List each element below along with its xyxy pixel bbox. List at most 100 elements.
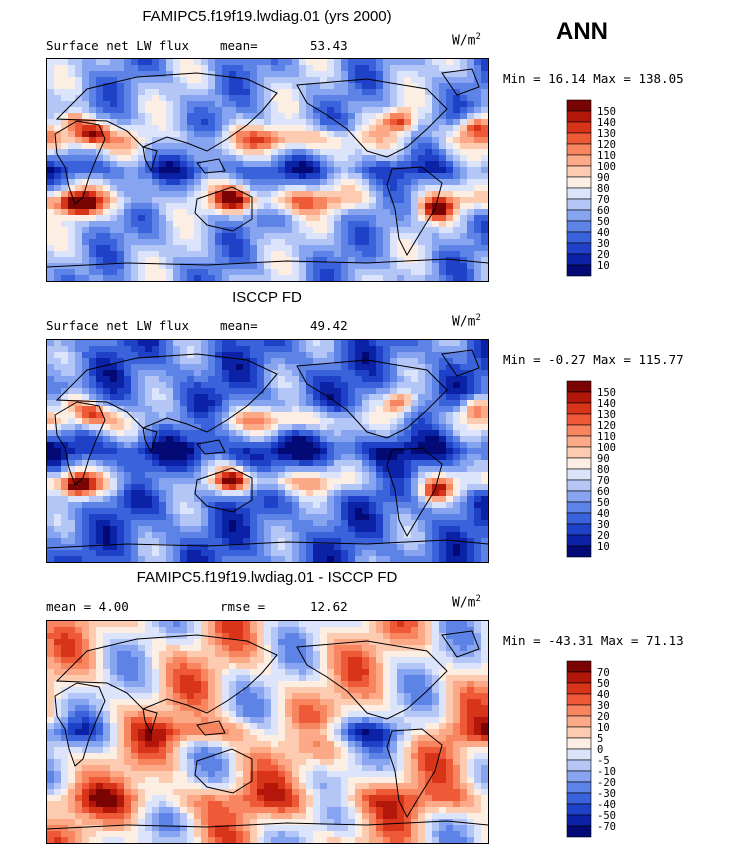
contour-cell — [243, 556, 251, 562]
contour-cell — [208, 418, 216, 425]
contour-cell — [201, 257, 209, 264]
contour-cell — [243, 520, 251, 527]
contour-cell — [341, 239, 349, 246]
contour-cell — [222, 639, 230, 646]
contour-cell — [425, 490, 433, 497]
contour-cell — [222, 448, 230, 455]
contour-cell — [131, 251, 139, 258]
contour-cell — [194, 185, 202, 192]
contour-cell — [75, 520, 83, 527]
contour-cell — [369, 621, 377, 628]
contour-cell — [348, 472, 356, 479]
contour-cell — [460, 430, 468, 437]
contour-cell — [103, 478, 111, 485]
contour-cell — [194, 508, 202, 515]
contour-cell — [327, 227, 335, 234]
minmax-label: Min = 16.14 Max = 138.05 — [503, 71, 684, 86]
contour-cell — [117, 352, 125, 359]
contour-cell — [327, 388, 335, 395]
contour-cell — [292, 185, 300, 192]
contour-cell — [467, 167, 475, 174]
contour-cell — [75, 209, 83, 216]
contour-cell — [47, 448, 55, 455]
contour-cell — [257, 95, 265, 102]
contour-cell — [376, 71, 384, 78]
contour-cell — [467, 143, 475, 150]
contour-cell — [215, 412, 223, 419]
contour-cell — [453, 550, 461, 557]
contour-cell — [159, 149, 167, 156]
contour-cell — [243, 257, 251, 264]
contour-cell — [432, 125, 440, 132]
contour-cell — [348, 532, 356, 539]
contour-cell — [313, 436, 321, 443]
contour-cell — [110, 556, 118, 562]
contour-cell — [481, 161, 488, 168]
contour-cell — [201, 544, 209, 551]
contour-cell — [306, 627, 314, 634]
contour-cell — [117, 478, 125, 485]
contour-cell — [166, 520, 174, 527]
contour-cell — [404, 400, 412, 407]
contour-cell — [187, 185, 195, 192]
contour-cell — [138, 239, 146, 246]
contour-cell — [418, 484, 426, 491]
contour-cell — [292, 209, 300, 216]
contour-cell — [390, 257, 398, 264]
contour-cell — [285, 544, 293, 551]
contour-cell — [271, 203, 279, 210]
contour-cell — [383, 556, 391, 562]
contour-cell — [152, 424, 160, 431]
contour-cell — [425, 59, 433, 66]
contour-cell — [404, 412, 412, 419]
contour-cell — [453, 621, 461, 628]
contour-cell — [215, 179, 223, 186]
contour-cell — [250, 233, 258, 240]
contour-cell — [208, 83, 216, 90]
contour-cell — [460, 143, 468, 150]
contour-cell — [187, 251, 195, 258]
contour-cell — [61, 388, 69, 395]
contour-cell — [390, 340, 398, 347]
contour-cell — [152, 430, 160, 437]
contour-cell — [474, 119, 482, 126]
contour-cell — [117, 532, 125, 539]
contour-cell — [138, 215, 146, 222]
contour-cell — [397, 101, 405, 108]
contour-cell — [208, 538, 216, 545]
contour-cell — [124, 340, 132, 347]
contour-cell — [117, 59, 125, 66]
contour-cell — [306, 484, 314, 491]
contour-cell — [467, 137, 475, 144]
contour-cell — [61, 209, 69, 216]
contour-cell — [194, 526, 202, 533]
contour-cell — [208, 239, 216, 246]
contour-cell — [341, 442, 349, 449]
contour-cell — [96, 346, 104, 353]
contour-cell — [383, 412, 391, 419]
contour-cell — [257, 382, 265, 389]
contour-cell — [138, 149, 146, 156]
contour-cell — [187, 544, 195, 551]
contour-cell — [236, 490, 244, 497]
contour-cell — [411, 478, 419, 485]
contour-cell — [453, 149, 461, 156]
contour-cell — [411, 633, 419, 640]
contour-cell — [460, 101, 468, 108]
contour-cell — [362, 131, 370, 138]
colorbar-tick-label: 10 — [597, 541, 610, 553]
contour-cell — [313, 556, 321, 562]
colorbar-swatch — [566, 457, 592, 470]
contour-cell — [439, 113, 447, 120]
contour-cell — [278, 209, 286, 216]
contour-cell — [320, 627, 328, 634]
contour-cell — [159, 233, 167, 240]
contour-cell — [229, 209, 237, 216]
contour-cell — [180, 209, 188, 216]
contour-cell — [397, 424, 405, 431]
contour-cell — [320, 496, 328, 503]
contour-cell — [166, 526, 174, 533]
contour-cell — [334, 496, 342, 503]
contour-cell — [453, 418, 461, 425]
contour-cell — [243, 424, 251, 431]
